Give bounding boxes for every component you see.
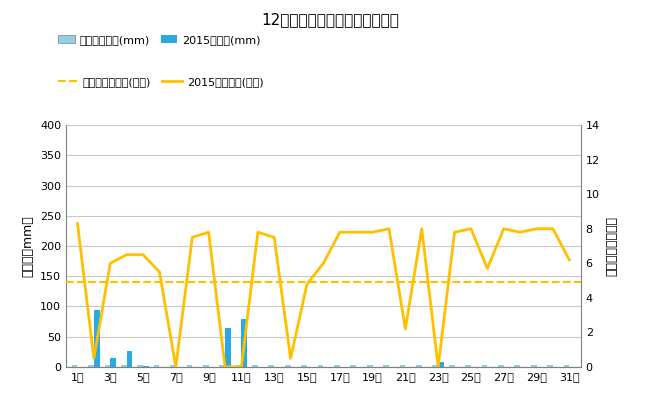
Bar [269, 364, 274, 367]
Bar [350, 364, 356, 367]
Bar [465, 364, 471, 367]
Bar [400, 364, 405, 367]
Bar [143, 366, 148, 367]
Bar [137, 364, 143, 367]
Bar [301, 364, 307, 367]
Bar [236, 364, 242, 367]
Bar [367, 364, 373, 367]
Bar [285, 364, 290, 367]
Bar [225, 328, 231, 367]
Bar [564, 364, 570, 367]
Bar [94, 309, 100, 367]
Bar [104, 364, 110, 367]
Bar [72, 364, 77, 367]
Bar [154, 364, 160, 367]
Text: 12月降水量・日照時間（日別）: 12月降水量・日照時間（日別） [261, 13, 399, 28]
Bar [252, 364, 258, 367]
Bar [88, 364, 94, 367]
Bar [170, 364, 176, 367]
Y-axis label: 降水量（mm）: 降水量（mm） [22, 215, 34, 277]
Bar [334, 364, 340, 367]
Y-axis label: 日照時間（時間）: 日照時間（時間） [605, 216, 618, 276]
Legend: 日照時間平年値(時間), 2015日照時間(時間): 日照時間平年値(時間), 2015日照時間(時間) [58, 76, 263, 87]
Bar [110, 358, 116, 367]
Legend: 降水量平年値(mm), 2015降水量(mm): 降水量平年値(mm), 2015降水量(mm) [58, 35, 261, 45]
Bar [219, 364, 225, 367]
Bar [547, 364, 553, 367]
Bar [203, 364, 209, 367]
Bar [317, 364, 323, 367]
Bar [482, 364, 487, 367]
Bar [531, 364, 537, 367]
Bar [514, 364, 520, 367]
Bar [416, 364, 422, 367]
Bar [187, 364, 192, 367]
Bar [498, 364, 504, 367]
Bar [438, 362, 444, 367]
Bar [127, 351, 133, 367]
Bar [449, 364, 455, 367]
Bar [432, 364, 438, 367]
Bar [242, 319, 247, 367]
Bar [383, 364, 389, 367]
Bar [121, 364, 127, 367]
